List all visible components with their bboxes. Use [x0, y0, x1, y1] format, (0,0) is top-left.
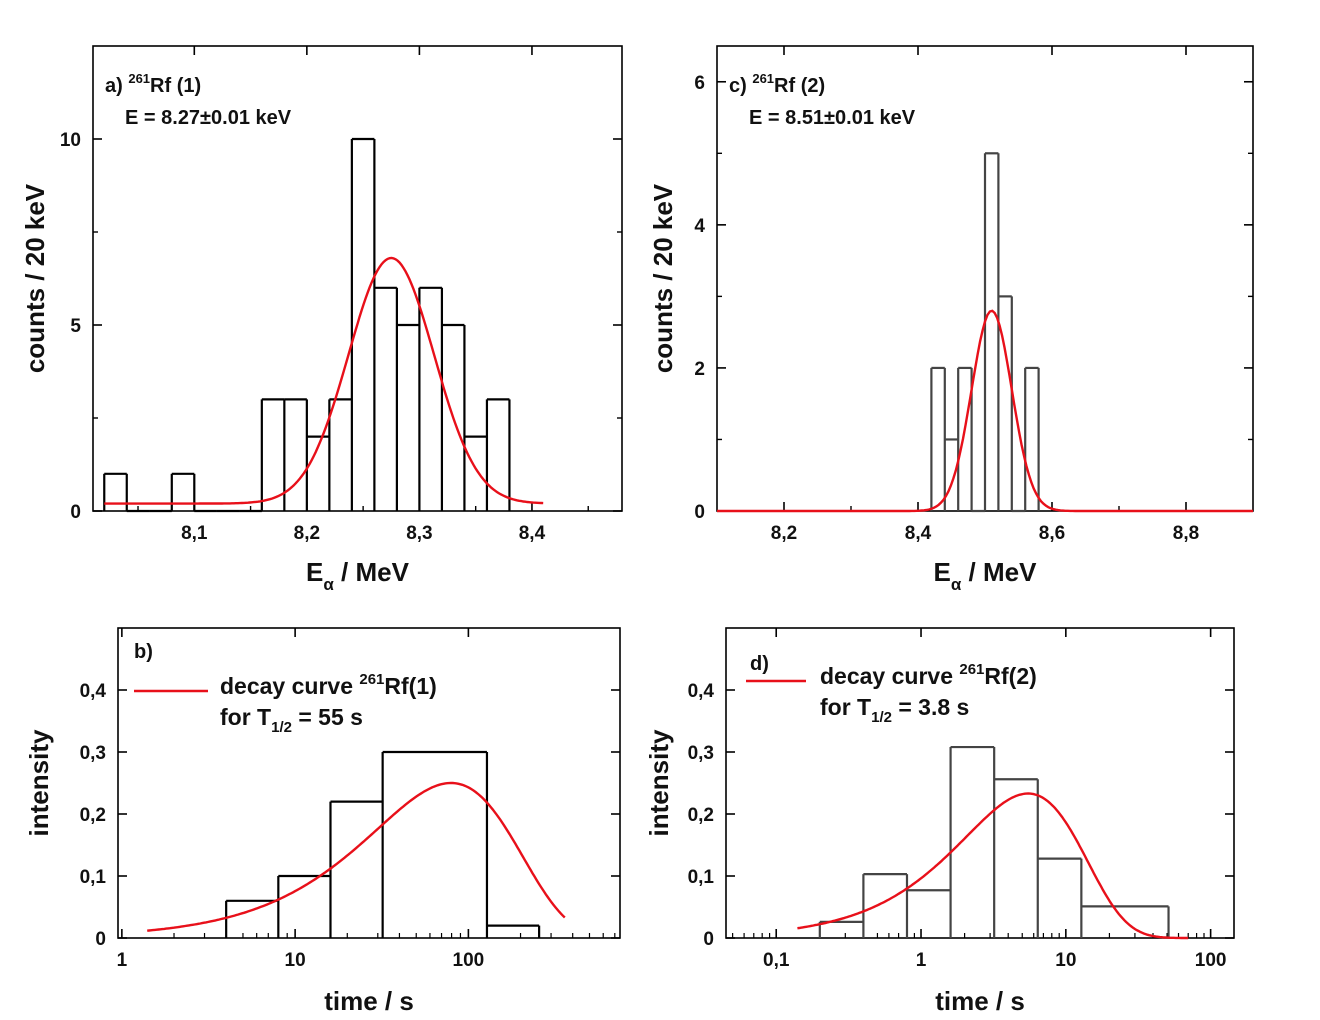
- fit-curve: [717, 309, 1253, 513]
- panel-letter: a): [105, 75, 128, 97]
- half-life-symbol: for T: [820, 694, 871, 720]
- y-axis-title: counts / 20 keV: [648, 183, 678, 373]
- x-tick-label: 10: [285, 950, 306, 971]
- x-tick-label: 8,8: [1173, 523, 1199, 544]
- half-life-symbol: for T: [220, 704, 271, 730]
- y-tick-label: 6: [694, 73, 705, 94]
- x-tick-label: 8,6: [1039, 523, 1065, 544]
- histogram: [103, 137, 511, 513]
- nuclide-symbol: Rf (1): [150, 75, 201, 97]
- panel-label: d): [750, 653, 769, 675]
- histogram: [225, 750, 541, 938]
- x-tick-label: 1: [117, 950, 128, 971]
- panel-a: 0 5 10 8,1 8,2 8,3 8,4 counts / 20 keV Eα / MeV a…: [20, 45, 623, 594]
- mass-number: 261: [128, 71, 150, 86]
- histogram: [930, 152, 1040, 513]
- x-axis-title: time / s: [324, 986, 414, 1016]
- fit-curve: [104, 256, 544, 505]
- y-tick-label: 0: [95, 929, 106, 950]
- histogram: [818, 745, 1170, 938]
- legend-half-life: for T1/2 = 55 s: [220, 704, 363, 736]
- panel-letter: c): [729, 75, 752, 97]
- y-tick-label: 5: [70, 316, 81, 337]
- y-tick-label: 0,2: [80, 805, 106, 826]
- y-tick-label: 0,4: [80, 681, 107, 702]
- y-tick-label: 0: [703, 929, 714, 950]
- y-tick-label: 0,1: [688, 867, 715, 888]
- y-tick-label: 0: [70, 502, 81, 523]
- energy-annotation: E = 8.51±0.01 keV: [749, 107, 916, 129]
- y-axis-title: intensity: [24, 729, 54, 836]
- y-tick-label: 4: [694, 216, 705, 237]
- legend-label: decay curve 261Rf(1): [220, 671, 437, 699]
- fit-curve: [147, 781, 566, 932]
- x-tick-label: 10: [1055, 950, 1076, 971]
- half-life-value: = 3.8 s: [892, 694, 969, 720]
- x-axis-title: Eα / MeV: [306, 557, 410, 594]
- legend-mass-number: 261: [959, 661, 984, 678]
- x-tick-label: 8,4: [905, 523, 932, 544]
- x-tick-label: 100: [453, 950, 485, 971]
- plot-frame: [117, 627, 621, 939]
- x-tick-label: 8,2: [294, 523, 320, 544]
- y-tick-label: 10: [60, 130, 81, 151]
- x-axis-title-subscript: α: [951, 575, 962, 594]
- plot-frame: [725, 627, 1235, 939]
- x-tick-label: 8,3: [406, 523, 432, 544]
- y-tick-label: 0: [694, 502, 705, 523]
- nuclide-symbol: Rf (2): [774, 75, 825, 97]
- legend-nuclide: Rf(2): [984, 663, 1036, 689]
- y-tick-label: 2: [694, 359, 705, 380]
- y-tick-label: 0,4: [688, 681, 715, 702]
- fit-curve: [797, 792, 1189, 940]
- y-axis-title: counts / 20 keV: [20, 183, 50, 373]
- legend-text: decay curve: [220, 673, 359, 699]
- x-axis-title: Eα / MeV: [934, 557, 1038, 594]
- legend-half-life: for T1/2 = 3.8 s: [820, 694, 969, 726]
- x-tick-label: 8,2: [771, 523, 797, 544]
- mass-number: 261: [752, 71, 774, 86]
- half-life-value: = 55 s: [292, 704, 363, 730]
- y-tick-label: 0,2: [688, 805, 714, 826]
- x-axis-title-main: E: [934, 557, 951, 587]
- panel-c: 0 2 4 6 8,2 8,4 8,6 8,8 counts / 20 keV Eα / MeV c…: [648, 45, 1254, 594]
- half-life-subscript: 1/2: [871, 709, 892, 726]
- y-tick-label: 0,1: [80, 867, 107, 888]
- y-tick-label: 0,3: [80, 743, 106, 764]
- panel-label: b): [134, 641, 153, 663]
- half-life-subscript: 1/2: [271, 719, 292, 736]
- y-axis-title: intensity: [644, 729, 674, 836]
- panel-label: a) 261Rf (1): [105, 71, 201, 97]
- x-tick-label: 0,1: [763, 950, 790, 971]
- x-axis-title-main: E: [306, 557, 323, 587]
- x-tick-label: 100: [1195, 950, 1227, 971]
- y-tick-label: 0,3: [688, 743, 714, 764]
- legend-mass-number: 261: [359, 671, 384, 688]
- plot-frame: [92, 45, 623, 512]
- x-axis-title-unit: / MeV: [961, 557, 1037, 587]
- x-tick-label: 8,1: [181, 523, 208, 544]
- panel-label: c) 261Rf (2): [729, 71, 825, 97]
- x-axis-title-unit: / MeV: [334, 557, 410, 587]
- energy-annotation: E = 8.27±0.01 keV: [125, 107, 292, 129]
- x-tick-label: 1: [916, 950, 927, 971]
- legend-label: decay curve 261Rf(2): [820, 661, 1037, 689]
- panel-b: 0 0,1 0,2 0,3 0,4 1 10 100 intensity time / s b) de…: [24, 627, 621, 1016]
- x-axis-title-subscript: α: [323, 575, 334, 594]
- legend-text: decay curve: [820, 663, 959, 689]
- x-tick-label: 8,4: [519, 523, 546, 544]
- legend-nuclide: Rf(1): [384, 673, 436, 699]
- panel-d: 0 0,1 0,2 0,3 0,4 0,1 1 10 100 intensity time / s d…: [644, 627, 1235, 1016]
- x-axis-title: time / s: [935, 986, 1025, 1016]
